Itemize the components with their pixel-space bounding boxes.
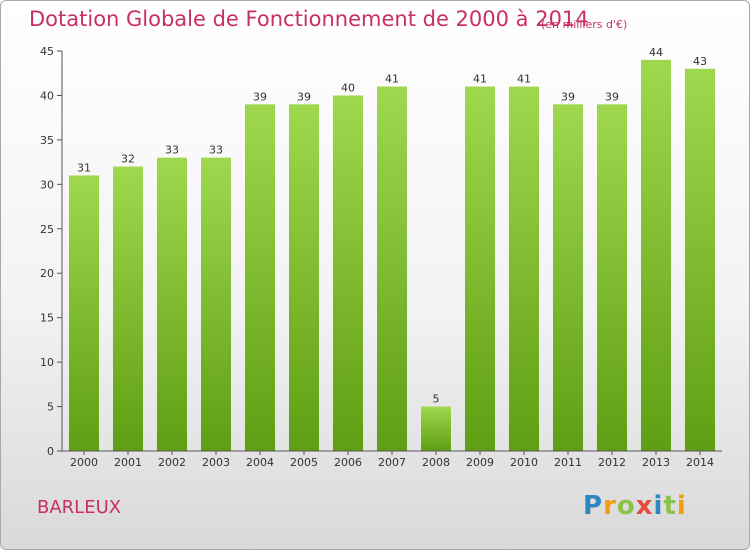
x-tick-label: 2004 — [246, 456, 274, 469]
logo-letter: P — [583, 491, 604, 521]
data-label-2001: 32 — [121, 153, 135, 166]
y-tick-label: 5 — [47, 401, 54, 414]
data-label-2012: 39 — [605, 90, 619, 103]
logo-letter: x — [635, 491, 654, 521]
logo-letter: t — [663, 491, 677, 521]
bar-2013 — [641, 59, 671, 452]
data-label-2014: 43 — [693, 55, 707, 68]
x-tick-label: 2009 — [466, 456, 494, 469]
bar-2002 — [157, 157, 187, 451]
x-tick-label: 2006 — [334, 456, 362, 469]
x-tick-label: 2008 — [422, 456, 450, 469]
data-label-2011: 39 — [561, 90, 575, 103]
bar-2001 — [113, 166, 143, 452]
bar-2009 — [465, 86, 495, 452]
x-tick-label: 2011 — [554, 456, 582, 469]
data-label-2010: 41 — [517, 73, 531, 86]
logo-letter: r — [603, 491, 617, 521]
bar-2006 — [333, 95, 363, 451]
x-tick-label: 2001 — [114, 456, 142, 469]
bar-2007 — [377, 86, 407, 452]
data-label-2002: 33 — [165, 144, 179, 157]
data-label-2007: 41 — [385, 73, 399, 86]
data-label-2005: 39 — [297, 90, 311, 103]
logo-letter: o — [616, 491, 636, 521]
bar-2000 — [69, 175, 99, 451]
data-label-2013: 44 — [649, 46, 663, 59]
y-tick-label: 10 — [40, 356, 54, 369]
bar-2011 — [553, 104, 583, 451]
x-tick-label: 2010 — [510, 456, 538, 469]
data-label-2006: 40 — [341, 81, 355, 94]
data-label-2004: 39 — [253, 90, 267, 103]
chart-subtitle: (en milliers d'€) — [541, 18, 628, 31]
bar-2004 — [245, 104, 275, 451]
x-tick-label: 2014 — [686, 456, 714, 469]
bar-2010 — [509, 86, 539, 452]
x-tick-label: 2002 — [158, 456, 186, 469]
y-tick-label: 15 — [40, 312, 54, 325]
y-tick-label: 30 — [40, 178, 54, 191]
x-tick-label: 2003 — [202, 456, 230, 469]
x-tick-label: 2013 — [642, 456, 670, 469]
bar-2014 — [685, 68, 715, 452]
y-tick-label: 45 — [40, 45, 54, 58]
x-tick-label: 2007 — [378, 456, 406, 469]
data-label-2003: 33 — [209, 144, 223, 157]
y-tick-label: 35 — [40, 134, 54, 147]
data-label-2009: 41 — [473, 73, 487, 86]
x-tick-label: 2012 — [598, 456, 626, 469]
chart-title: Dotation Globale de Fonctionnement de 20… — [29, 7, 589, 31]
y-tick-label: 20 — [40, 267, 54, 280]
y-tick-label: 25 — [40, 223, 54, 236]
y-tick-label: 40 — [40, 89, 54, 102]
proxiti-logo: Proxiti — [583, 491, 687, 521]
commune-name: BARLEUX — [37, 497, 122, 518]
x-tick-label: 2000 — [70, 456, 98, 469]
x-tick-label: 2005 — [290, 456, 318, 469]
data-label-2000: 31 — [77, 161, 91, 174]
bar-2003 — [201, 157, 231, 451]
data-label-2008: 5 — [433, 393, 440, 406]
logo-letter: i — [653, 491, 664, 521]
bar-2012 — [597, 104, 627, 451]
bar-2005 — [289, 104, 319, 451]
y-tick-label: 0 — [47, 445, 54, 458]
logo-letter: i — [676, 491, 687, 521]
bar-2008 — [421, 406, 451, 451]
